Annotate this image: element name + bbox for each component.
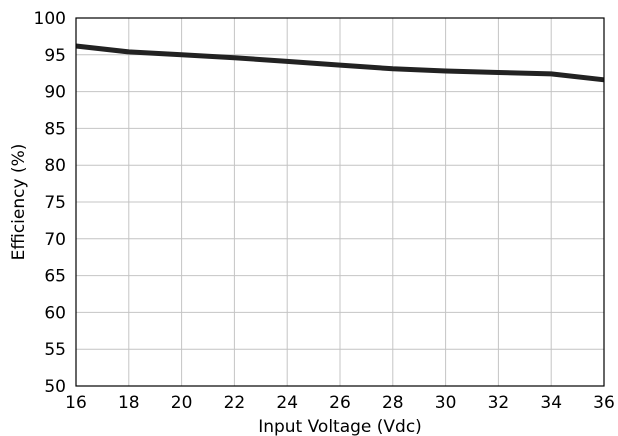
series-group	[75, 43, 605, 83]
y-tick-label: 90	[44, 83, 66, 103]
x-tick-label: 30	[435, 393, 457, 413]
y-tick-labels: 50 55 60 65 70 75 80 85 90 95 100	[34, 9, 66, 397]
y-tick-label: 95	[44, 46, 66, 66]
x-tick-label: 34	[540, 393, 562, 413]
x-tick-label: 20	[171, 393, 193, 413]
y-tick-label: 80	[44, 156, 66, 176]
y-tick-label: 60	[44, 303, 66, 323]
x-tick-label: 18	[118, 393, 140, 413]
x-axis-title: Input Voltage (Vdc)	[258, 417, 422, 436]
x-tick-label: 22	[224, 393, 246, 413]
y-tick-label: 85	[44, 119, 66, 139]
x-tick-label: 32	[488, 393, 510, 413]
x-tick-label: 16	[65, 393, 87, 413]
y-tick-label: 70	[44, 230, 66, 250]
y-tick-label: 100	[34, 9, 66, 29]
y-tick-label: 55	[44, 340, 66, 360]
x-tick-label: 24	[276, 393, 298, 413]
y-axis-title: Efficiency (%)	[9, 144, 29, 261]
efficiency-series-line	[75, 43, 605, 83]
y-tick-label: 50	[44, 377, 66, 397]
plot-frame	[75, 17, 605, 387]
y-tick-label: 65	[44, 267, 66, 287]
grid	[76, 18, 604, 386]
x-tick-label: 36	[593, 393, 615, 413]
x-tick-label: 28	[382, 393, 404, 413]
x-tick-labels: 16 18 20 22 24 26 28 30 32 34 36	[65, 393, 615, 413]
y-tick-label: 75	[44, 193, 66, 213]
x-tick-label: 26	[329, 393, 351, 413]
